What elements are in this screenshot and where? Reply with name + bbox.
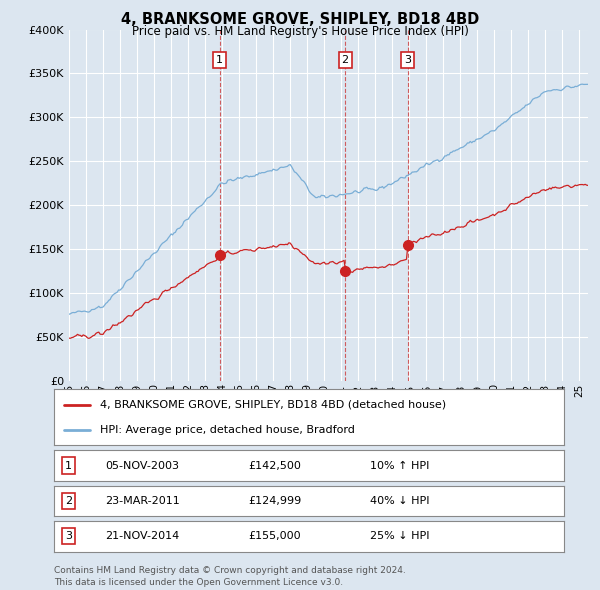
Text: 05-NOV-2003: 05-NOV-2003 bbox=[105, 461, 179, 470]
Text: 25% ↓ HPI: 25% ↓ HPI bbox=[370, 532, 430, 541]
Text: Contains HM Land Registry data © Crown copyright and database right 2024.
This d: Contains HM Land Registry data © Crown c… bbox=[54, 566, 406, 587]
Text: 3: 3 bbox=[65, 532, 72, 541]
Text: 40% ↓ HPI: 40% ↓ HPI bbox=[370, 496, 430, 506]
Text: Price paid vs. HM Land Registry's House Price Index (HPI): Price paid vs. HM Land Registry's House … bbox=[131, 25, 469, 38]
Text: 23-MAR-2011: 23-MAR-2011 bbox=[105, 496, 180, 506]
Text: 3: 3 bbox=[404, 55, 411, 65]
Text: 10% ↑ HPI: 10% ↑ HPI bbox=[370, 461, 430, 470]
Text: 1: 1 bbox=[65, 461, 72, 470]
Text: £142,500: £142,500 bbox=[248, 461, 301, 470]
Text: 2: 2 bbox=[341, 55, 349, 65]
Text: HPI: Average price, detached house, Bradford: HPI: Average price, detached house, Brad… bbox=[100, 425, 355, 435]
Text: 1: 1 bbox=[216, 55, 223, 65]
Text: £124,999: £124,999 bbox=[248, 496, 301, 506]
Text: 4, BRANKSOME GROVE, SHIPLEY, BD18 4BD (detached house): 4, BRANKSOME GROVE, SHIPLEY, BD18 4BD (d… bbox=[100, 399, 446, 409]
Text: 21-NOV-2014: 21-NOV-2014 bbox=[105, 532, 179, 541]
Text: 4, BRANKSOME GROVE, SHIPLEY, BD18 4BD: 4, BRANKSOME GROVE, SHIPLEY, BD18 4BD bbox=[121, 12, 479, 27]
Text: £155,000: £155,000 bbox=[248, 532, 301, 541]
Text: 2: 2 bbox=[65, 496, 72, 506]
